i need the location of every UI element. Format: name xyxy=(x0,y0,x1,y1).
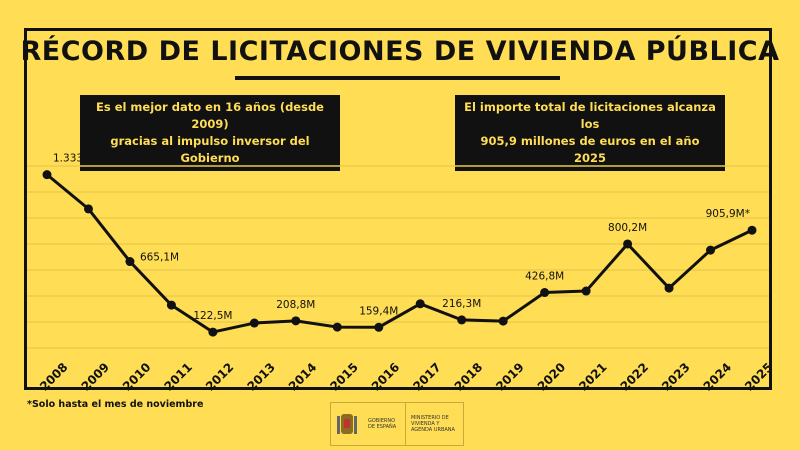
callout-line: gracias al impulso inversor del Gobierno xyxy=(110,134,310,165)
x-tick-label: 2018 xyxy=(452,360,486,394)
data-point-2014 xyxy=(291,316,301,326)
x-tick-label: 2017 xyxy=(410,360,444,394)
callout-line: Es el mejor dato en 16 años (desde 2009) xyxy=(95,100,324,131)
coat-of-arms-icon xyxy=(331,403,363,445)
callout-line: El importe total de licitaciones alcanza… xyxy=(464,100,716,131)
data-point-2022 xyxy=(623,239,633,249)
data-label-2016: 159,4M xyxy=(359,305,398,317)
data-label-2022: 800,2M xyxy=(608,222,647,234)
footnote: *Solo hasta el mes de noviembre xyxy=(27,399,204,410)
title-underline xyxy=(235,76,560,80)
x-tick-label: 2014 xyxy=(286,360,320,394)
data-point-2017 xyxy=(415,299,425,309)
data-point-2024 xyxy=(706,245,716,255)
series-line xyxy=(46,173,753,334)
x-tick-label: 2019 xyxy=(493,360,527,394)
data-label-2020: 426,8M xyxy=(525,271,564,283)
government-logo: GOBIERNO DE ESPAÑA MINISTERIO DE VIVIEND… xyxy=(330,402,464,446)
x-tick-label: 2023 xyxy=(659,360,693,394)
data-point-2019 xyxy=(498,316,508,326)
x-tick-label: 2025 xyxy=(742,360,776,394)
data-point-2021 xyxy=(581,286,591,296)
x-tick-label: 2016 xyxy=(369,360,403,394)
x-tick-label: 2011 xyxy=(161,360,195,394)
logo-gobierno-text: GOBIERNO DE ESPAÑA xyxy=(368,418,397,430)
logo-ministerio-text: MINISTERIO DE VIVIENDA Y AGENDA URBANA xyxy=(410,415,455,433)
data-point-2023 xyxy=(664,283,674,293)
callout-best-data: Es el mejor dato en 16 años (desde 2009)… xyxy=(80,95,340,171)
data-point-2025 xyxy=(747,225,757,235)
page-title: RÉCORD DE LICITACIONES DE VIVIENDA PÚBLI… xyxy=(20,36,780,67)
data-label-2010: 665,1M xyxy=(140,252,179,264)
data-point-2018 xyxy=(457,315,467,325)
data-point-2012 xyxy=(208,327,218,337)
data-point-2009 xyxy=(83,204,93,214)
x-tick-label: 2010 xyxy=(120,360,154,394)
x-tick-label: 2024 xyxy=(701,360,735,394)
data-label-2018: 216,3M xyxy=(442,298,481,310)
data-point-2015 xyxy=(332,322,342,332)
data-point-2020 xyxy=(540,288,550,298)
chart-frame xyxy=(24,28,772,390)
data-point-2016 xyxy=(374,322,384,332)
x-tick-label: 2012 xyxy=(203,360,237,394)
x-tick-label: 2013 xyxy=(244,360,278,394)
logo-divider xyxy=(405,403,406,445)
x-tick-label: 2008 xyxy=(37,360,71,394)
x-tick-label: 2009 xyxy=(79,360,113,394)
x-tick-label: 2020 xyxy=(535,360,569,394)
callout-total-amount: El importe total de licitaciones alcanza… xyxy=(455,95,725,171)
data-label-2008: 1.333,5M xyxy=(53,153,102,165)
data-label-2012: 122,5M xyxy=(193,310,232,322)
x-tick-label: 2015 xyxy=(327,360,361,394)
data-point-2013 xyxy=(249,318,259,328)
x-tick-label: 2022 xyxy=(618,360,652,394)
callout-line: 905,9 millones de euros en el año 2025 xyxy=(480,134,700,165)
data-point-2011 xyxy=(166,300,176,310)
data-label-2014: 208,8M xyxy=(276,299,315,311)
data-point-2008 xyxy=(42,170,52,180)
data-label-2025: 905,9M* xyxy=(706,208,750,220)
data-point-2010 xyxy=(125,257,135,267)
x-tick-label: 2021 xyxy=(576,360,610,394)
